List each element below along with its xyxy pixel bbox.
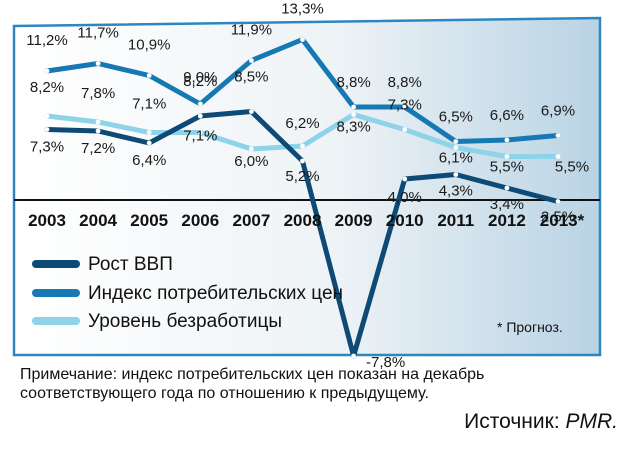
data-label-0-4: 8,5% xyxy=(234,69,268,86)
x-tick-9: 2012 xyxy=(488,211,526,230)
data-point-1-4 xyxy=(249,58,254,63)
data-label-0-6: -7,8% xyxy=(366,354,405,371)
data-label-1-2: 10,9% xyxy=(128,37,171,54)
data-point-1-9 xyxy=(504,137,510,143)
x-tick-8: 2011 xyxy=(437,211,474,230)
data-point-2-6 xyxy=(351,112,356,117)
series-layer xyxy=(44,37,561,359)
legend: Рост ВВП Индекс потребительских цен Уровен… xyxy=(32,254,343,332)
data-point-1-1 xyxy=(95,61,101,66)
x-tick-2: 2005 xyxy=(130,211,168,230)
data-point-2-7 xyxy=(402,127,408,132)
x-tick-3: 2006 xyxy=(181,211,219,230)
data-point-1-7 xyxy=(402,104,408,110)
legend-label-0: Рост ВВП xyxy=(88,254,173,275)
data-point-1-0 xyxy=(44,68,50,74)
data-point-2-1 xyxy=(95,119,101,125)
data-point-2-2 xyxy=(146,130,152,135)
data-label-2-3: 7,1% xyxy=(183,128,217,145)
data-label-0-7: 4,0% xyxy=(388,189,422,206)
source-label: Источник: xyxy=(464,410,560,433)
x-tick-6: 2009 xyxy=(335,211,373,230)
data-label-0-2: 6,4% xyxy=(132,152,166,169)
data-label-1-3: 9,0% xyxy=(183,69,217,86)
data-label-0-8: 4,3% xyxy=(439,183,473,200)
data-label-1-9: 6,6% xyxy=(490,107,524,124)
data-label-0-9: 3,4% xyxy=(490,196,524,213)
data-point-0-2 xyxy=(146,140,152,146)
data-point-0-7 xyxy=(402,176,408,182)
data-label-1-0: 11,2% xyxy=(26,32,67,49)
data-point-0-4 xyxy=(249,109,254,114)
data-point-1-6 xyxy=(351,104,356,110)
legend-label-2: Уровень безработицы xyxy=(88,311,282,332)
data-label-2-5: 6,2% xyxy=(285,115,319,132)
data-point-0-1 xyxy=(95,128,101,134)
data-point-2-0 xyxy=(44,113,50,119)
x-tick-4: 2007 xyxy=(232,211,270,230)
data-label-1-10: 6,9% xyxy=(541,103,575,120)
data-point-1-2 xyxy=(146,73,152,78)
data-label-1-8: 6,5% xyxy=(439,109,473,126)
x-tick-10: 2013* xyxy=(540,211,585,230)
data-point-1-8 xyxy=(453,139,459,144)
source-name: PMR. xyxy=(565,410,619,433)
forecast-footnote: * Прогноз. xyxy=(497,319,563,335)
x-tick-7: 2010 xyxy=(386,211,424,230)
data-label-1-1: 11,7% xyxy=(77,25,118,42)
data-point-2-9 xyxy=(504,154,510,159)
data-label-2-9: 5,5% xyxy=(490,159,524,176)
data-point-2-8 xyxy=(453,145,459,150)
data-point-0-0 xyxy=(44,127,50,132)
data-point-0-5 xyxy=(300,158,305,164)
data-point-0-6 xyxy=(351,353,356,359)
data-label-1-7: 8,8% xyxy=(388,74,422,91)
x-tick-0: 2003 xyxy=(28,211,66,230)
x-tick-1: 2004 xyxy=(79,211,117,230)
data-label-1-4: 11,9% xyxy=(231,22,272,39)
legend-item-1: Индекс потребительских цен xyxy=(32,283,343,304)
legend-label-1: Индекс потребительских цен xyxy=(88,283,343,304)
data-label-0-5: 5,2% xyxy=(285,168,319,185)
data-point-2-3 xyxy=(197,130,203,135)
data-point-1-3 xyxy=(197,101,203,107)
data-label-2-4: 6,0% xyxy=(234,153,268,170)
data-label-2-0: 8,2% xyxy=(30,79,64,96)
data-label-2-1: 7,8% xyxy=(81,85,115,102)
data-labels: 7,3% 7,2% 6,4% 8,2% 8,5% 5,2% -7,8% 4,0% 4,3% 3,4… xyxy=(26,1,589,372)
chart-note: Примечание: индекс потребительских цен п… xyxy=(20,366,485,402)
legend-item-2: Уровень безработицы xyxy=(32,311,282,332)
data-label-1-5: 13,3% xyxy=(281,1,324,18)
data-point-0-10 xyxy=(555,199,561,204)
data-point-2-10 xyxy=(555,154,561,159)
data-label-0-3: 8,2% xyxy=(183,73,217,90)
data-point-1-10 xyxy=(555,133,561,138)
legend-item-0: Рост ВВП xyxy=(32,254,173,275)
data-point-0-3 xyxy=(197,113,203,119)
data-label-2-10: 5,5% xyxy=(555,159,589,176)
data-point-0-8 xyxy=(453,172,459,177)
x-tick-labels: 2003 2004 2005 2006 2007 2008 2009 2010 2011 2012… xyxy=(28,211,585,230)
data-label-0-10: 2,5% xyxy=(541,209,575,226)
data-label-2-7: 7,3% xyxy=(388,97,422,114)
data-label-2-8: 6,1% xyxy=(439,150,473,167)
x-tick-5: 2008 xyxy=(284,211,322,230)
data-label-1-6: 8,8% xyxy=(336,74,370,91)
data-point-2-5 xyxy=(300,143,305,149)
chart-source: Источник: PMR. xyxy=(464,410,618,434)
data-point-2-4 xyxy=(249,146,254,152)
data-label-0-1: 7,2% xyxy=(81,140,115,157)
data-label-2-6: 8,3% xyxy=(336,119,370,136)
data-point-0-9 xyxy=(504,185,510,191)
data-label-2-2: 7,1% xyxy=(132,96,166,113)
data-point-1-5 xyxy=(300,37,305,42)
data-label-0-0: 7,3% xyxy=(30,139,64,156)
